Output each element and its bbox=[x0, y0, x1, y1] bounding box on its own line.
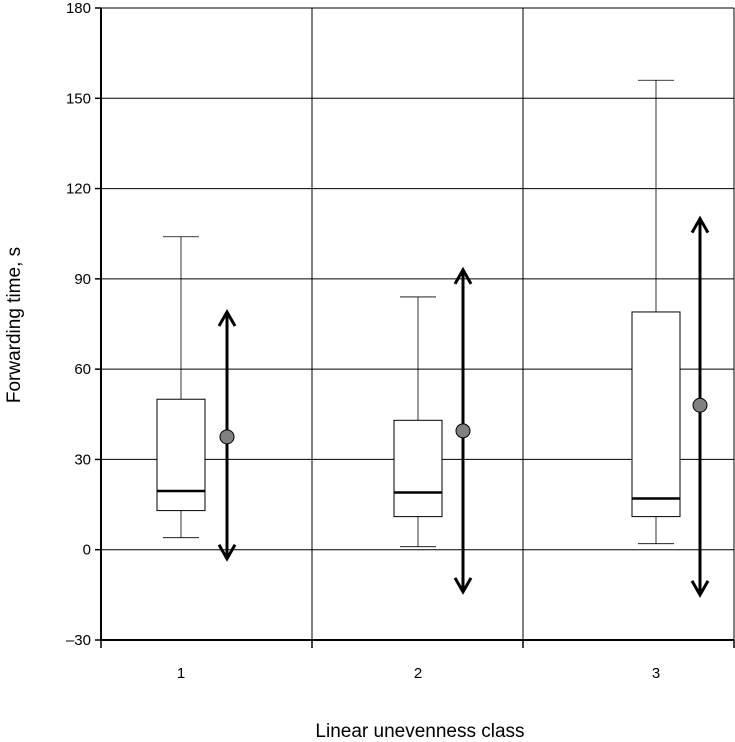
mean-marker bbox=[692, 397, 708, 413]
box-group bbox=[393, 266, 473, 595]
range-arrow-head-up bbox=[690, 215, 710, 234]
y-tick-label: 60 bbox=[74, 361, 91, 378]
box-iqr bbox=[156, 398, 206, 512]
range-arrow-head-down bbox=[690, 580, 710, 598]
y-axis-title: Forwarding time, s bbox=[4, 247, 25, 403]
grid-lines bbox=[101, 7, 735, 640]
y-tick-label: 120 bbox=[66, 181, 91, 198]
y-tick-label: 30 bbox=[74, 451, 91, 468]
mean-marker bbox=[219, 429, 235, 445]
x-tick-label: 3 bbox=[652, 665, 660, 682]
box-iqr bbox=[631, 311, 681, 518]
range-arrow-head-down bbox=[453, 577, 473, 595]
axes: –30 0 30 60 90 120 150 180 1 2 3 bbox=[66, 0, 735, 682]
box-group bbox=[156, 236, 237, 562]
y-tick-label: 0 bbox=[83, 542, 91, 559]
y-tick-label: 180 bbox=[66, 0, 91, 17]
plot-area bbox=[156, 79, 710, 598]
range-arrow-head-down bbox=[217, 543, 237, 562]
box-group bbox=[631, 79, 710, 598]
y-tick-label: 150 bbox=[66, 90, 91, 107]
range-arrow-head-up bbox=[217, 308, 237, 327]
range-arrow-head-up bbox=[453, 266, 473, 285]
x-tick-label: 2 bbox=[414, 665, 422, 682]
x-axis-title: Linear unevenness class bbox=[315, 721, 524, 742]
x-tick-label: 1 bbox=[177, 665, 185, 682]
y-tick-label: –30 bbox=[66, 632, 91, 649]
box-iqr bbox=[393, 419, 443, 518]
y-tick-label: 90 bbox=[74, 271, 91, 288]
mean-marker bbox=[455, 423, 471, 439]
